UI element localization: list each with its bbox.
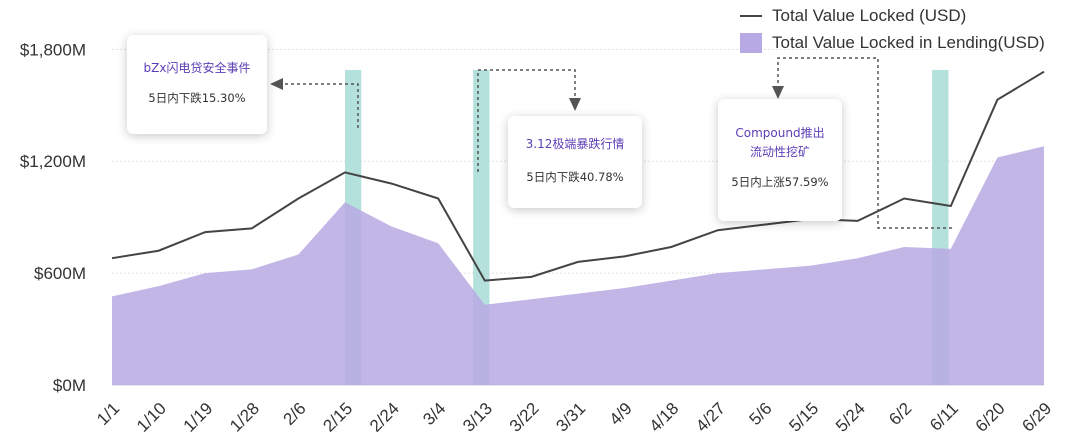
connector-crash (477, 69, 576, 172)
x-tick-label-8: 3/13 (459, 399, 496, 436)
x-tick-label-14: 5/6 (745, 399, 775, 429)
annotation-compound-desc: 5日内上涨57.59% (731, 175, 829, 189)
annotation-crash: 3.12极端暴跌行情 5日内下跌40.78% (508, 116, 642, 208)
connector-bzx (283, 83, 359, 128)
annotation-bzx-title: bZx闪电贷安全事件 (143, 61, 251, 75)
total-tvl-line (111, 70, 1045, 282)
x-tick-label-11: 4/9 (606, 399, 636, 429)
annotation-crash-desc: 5日内下跌40.78% (526, 170, 624, 184)
x-tick-label-7: 3/4 (419, 399, 449, 429)
legend-lending-tvl-label: Total Value Locked in Lending(USD) (772, 33, 1045, 52)
x-tick-label-19: 6/20 (972, 399, 1009, 436)
area-swatch (740, 33, 762, 53)
annotation-compound-title: Compound推出 流动性挖矿 (735, 126, 825, 159)
y-tick-label-2: $1,200M (20, 152, 86, 171)
lending-tvl-area (112, 146, 1044, 385)
x-tick-label-18: 6/11 (926, 399, 962, 435)
x-tick-label-9: 3/22 (506, 399, 543, 436)
x-tick-label-10: 3/31 (552, 399, 589, 436)
legend-total-tvl-label: Total Value Locked (USD) (772, 6, 967, 25)
legend-total-tvl: Total Value Locked (USD) (740, 6, 966, 26)
arrow-bzx (270, 78, 283, 90)
x-tick-label-13: 4/27 (692, 399, 729, 436)
x-tick-label-4: 2/6 (279, 399, 309, 429)
y-tick-label-0: $0M (53, 376, 86, 395)
x-tick-label-6: 2/24 (366, 399, 403, 436)
line-swatch (740, 15, 762, 17)
arrow-compound (772, 86, 784, 99)
annotation-crash-title: 3.12极端暴跌行情 (525, 137, 625, 151)
annotation-bzx-desc: 5日内下跌15.30% (148, 91, 246, 105)
connector-compound (777, 57, 952, 229)
legend-lending-tvl: Total Value Locked in Lending(USD) (740, 33, 1045, 53)
arrow-crash (569, 98, 581, 111)
x-tick-label-0: 1/1 (93, 399, 123, 429)
x-tick-label-20: 6/29 (1018, 399, 1055, 436)
annotation-compound: Compound推出 流动性挖矿 5日内上涨57.59% (718, 99, 842, 221)
x-tick-label-17: 6/2 (885, 399, 915, 429)
annotation-bzx: bZx闪电贷安全事件 5日内下跌15.30% (127, 35, 267, 134)
x-tick-label-12: 4/18 (646, 399, 683, 436)
x-tick-label-16: 5/24 (832, 399, 869, 436)
x-tick-label-1: 1/10 (133, 399, 170, 436)
x-tick-label-15: 5/15 (785, 399, 822, 436)
x-tick-label-3: 1/28 (226, 399, 263, 436)
x-tick-label-2: 1/19 (180, 399, 217, 436)
y-tick-label-1: $600M (34, 264, 86, 283)
x-tick-label-5: 2/15 (319, 399, 356, 436)
y-tick-label-3: $1,800M (20, 40, 86, 59)
